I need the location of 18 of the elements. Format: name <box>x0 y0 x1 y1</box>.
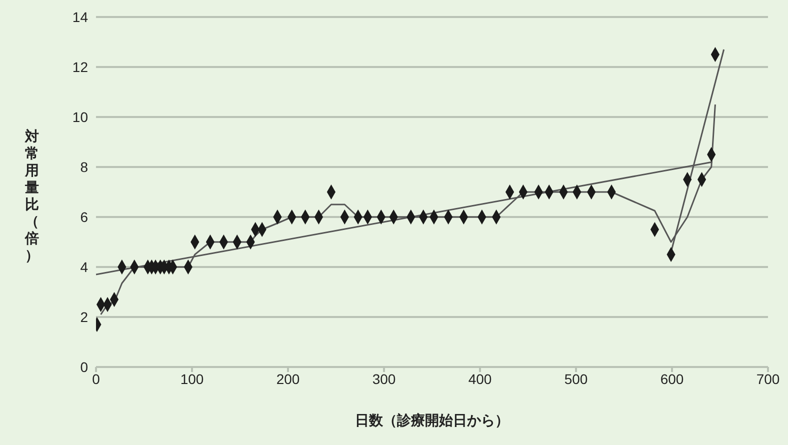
x-tick-label: 200 <box>276 370 300 387</box>
x-tick-label: 400 <box>468 370 492 387</box>
y-tick-label: 14 <box>72 8 88 25</box>
y-tick-label: 8 <box>80 158 88 175</box>
y-tick-label: 12 <box>72 58 88 75</box>
y-tick-label: 2 <box>80 308 88 325</box>
x-tick-label: 300 <box>372 370 396 387</box>
y-tick-label: 0 <box>80 358 88 375</box>
x-tick-label: 700 <box>756 370 780 387</box>
x-tick-label: 500 <box>564 370 588 387</box>
x-tick-label: 0 <box>92 370 100 387</box>
y-tick-label: 10 <box>72 108 88 125</box>
x-tick-label: 100 <box>180 370 204 387</box>
y-tick-label: 6 <box>80 208 88 225</box>
x-tick-label: 600 <box>660 370 684 387</box>
y-tick-label: 4 <box>80 258 88 275</box>
x-axis-title: 日数（診療開始日から） <box>354 412 510 430</box>
y-axis-title: 対常用量比（倍） <box>24 128 40 264</box>
